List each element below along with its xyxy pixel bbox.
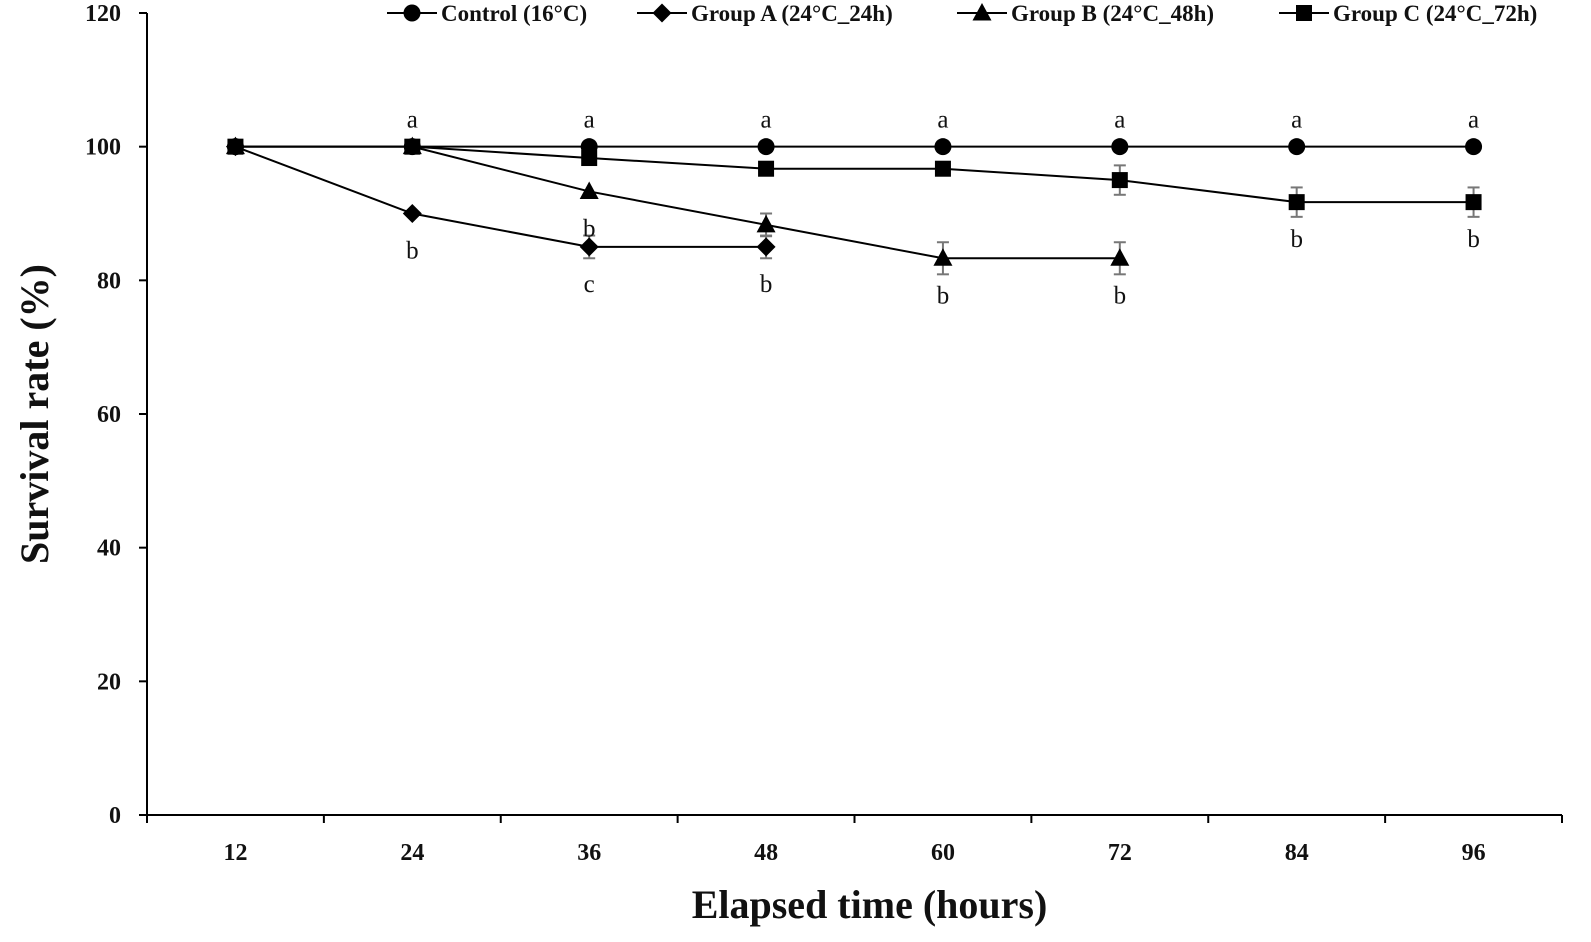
series-layer [225,136,1483,276]
significance-letter: a [407,107,418,134]
significance-letter: a [761,107,772,134]
axes: 0 20 40 60 80 100 120 12 24 36 48 60 72 84 96 [85,1,1563,866]
data-point [579,181,599,199]
data-point [581,150,598,167]
series-line [235,145,1474,204]
data-point [1465,194,1482,211]
legend-label: Group B (24°C_48h) [1011,1,1214,26]
data-point [934,138,952,156]
series-4 [227,138,1482,218]
x-tick-label: 24 [400,840,424,866]
legend-item-4: Group C (24°C_72h) [1279,1,1537,26]
data-point [1465,138,1483,156]
data-point [402,204,422,223]
y-tick-label: 40 [97,536,121,562]
significance-letter: b [1467,226,1480,253]
significance-letter: a [1291,107,1302,134]
x-tick-label: 48 [754,840,778,866]
data-point [579,237,599,257]
x-tick-label: 36 [577,840,601,866]
data-point [1111,172,1128,189]
significance-letter: a [1114,107,1125,134]
data-point [1288,194,1305,211]
data-point [756,237,776,257]
significance-letter: c [584,271,595,298]
legend-item-3: Group B (24°C_48h) [957,1,1214,26]
y-axis-title: Survival rate (%) [12,264,57,564]
data-point [404,138,421,155]
legend-label: Group C (24°C_72h) [1333,1,1537,26]
y-tick-label: 0 [109,803,121,829]
data-point [933,248,953,266]
x-axis-title: Elapsed time (hours) [692,882,1048,927]
significance-letter: b [760,271,773,298]
significance-letter: b [937,282,950,309]
data-point [1110,248,1130,266]
data-point [1111,138,1129,156]
legend-marker [652,3,672,23]
y-tick-label: 120 [85,1,121,27]
x-tick-label: 72 [1108,840,1132,866]
legend-item-1: Control (16°C) [387,1,587,26]
significance-letter: a [584,107,595,134]
legend-marker [972,3,992,21]
x-tick-label: 12 [223,840,247,866]
significance-letter: b [1290,226,1303,253]
significance-letter: b [406,238,419,265]
data-point [757,138,775,156]
y-tick-label: 100 [85,135,121,161]
series-3 [225,136,1130,276]
significance-letter: b [1114,282,1127,309]
legend-item-2: Group A (24°C_24h) [637,1,893,26]
x-tick-label: 60 [931,840,955,866]
data-point [1288,138,1306,156]
legend-label: Group A (24°C_24h) [691,1,893,26]
annotation-layer: a a a a a a a b b c b b b b b [406,107,1480,310]
legend-marker [1296,5,1312,21]
significance-letter: a [937,107,948,134]
data-point [227,138,244,155]
x-tick-label: 96 [1462,840,1486,866]
significance-letter: b [583,215,596,242]
legend-marker [403,4,421,22]
series-2 [225,137,776,260]
legend: Control (16°C) Group A (24°C_24h) Group B … [387,1,1537,26]
series-line [235,145,767,248]
data-point [758,160,775,177]
data-point [934,160,951,177]
y-tick-label: 60 [97,402,121,428]
y-tick-label: 80 [97,268,121,294]
significance-letter: a [1468,107,1479,134]
data-point [756,214,776,233]
x-tick-label: 84 [1285,840,1309,866]
legend-label: Control (16°C) [441,1,587,26]
y-tick-label: 20 [97,669,121,695]
